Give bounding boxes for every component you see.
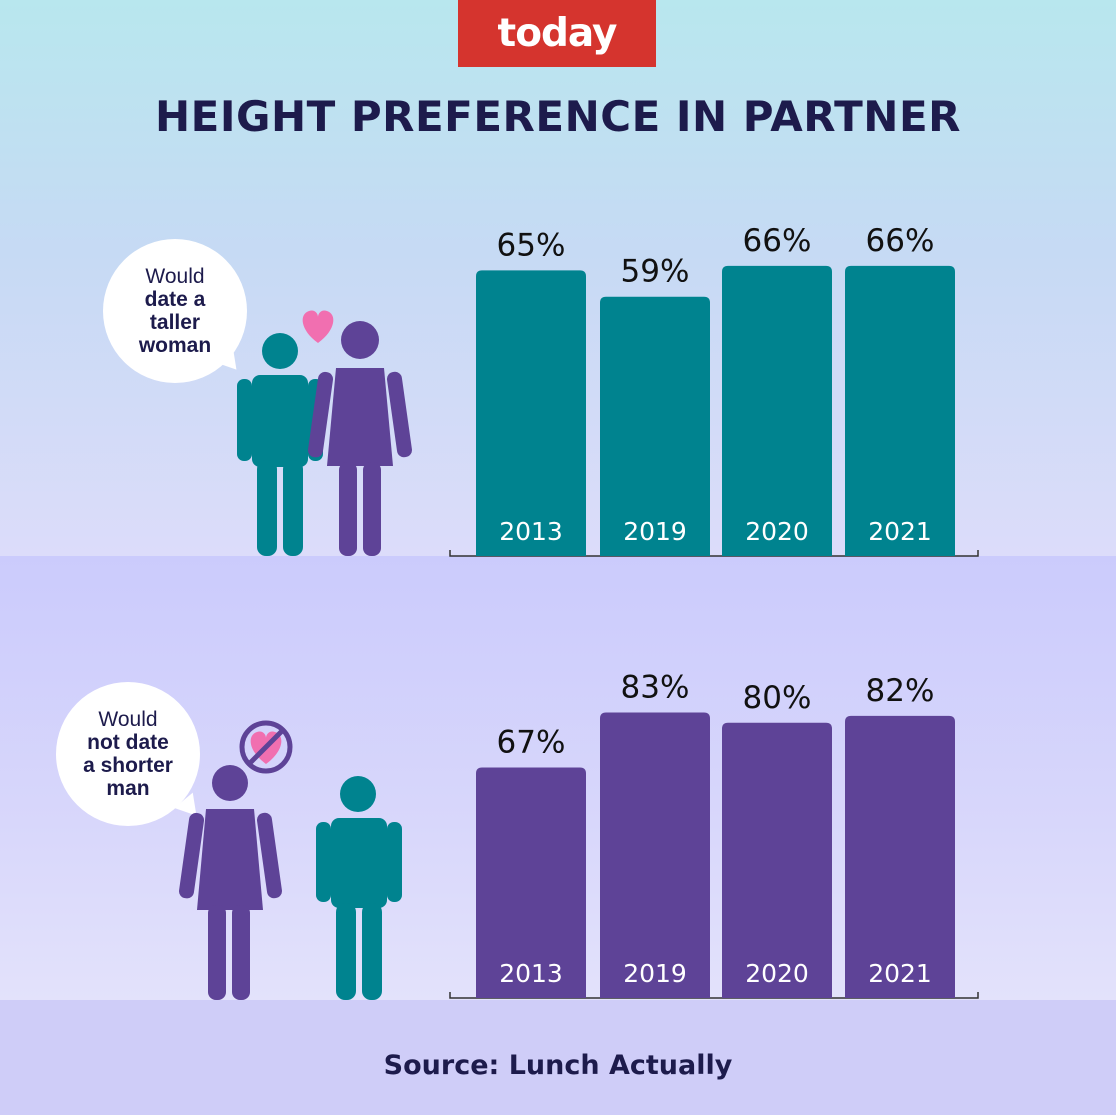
category-label: 2019 xyxy=(623,517,687,546)
category-label: 2021 xyxy=(868,517,932,546)
chart-top: 65% 2013 59% 2019 66% 2020 66% 2021 xyxy=(449,223,979,557)
bubble-line: man xyxy=(106,777,150,800)
category-label: 2021 xyxy=(868,959,932,988)
value-label: 65% xyxy=(497,227,566,263)
bar-2013 xyxy=(476,767,586,998)
value-label: 83% xyxy=(621,669,690,705)
value-label: 66% xyxy=(743,223,812,259)
source-note: Source: Lunch Actually xyxy=(383,1050,733,1081)
bubble-line: taller xyxy=(149,311,201,334)
x-axis-line xyxy=(449,992,979,999)
category-label: 2020 xyxy=(745,517,809,546)
value-label: 80% xyxy=(743,680,812,716)
bubble-line: a shorter xyxy=(83,754,173,777)
woman-figure-icon xyxy=(308,321,412,556)
bubble-line: woman xyxy=(138,334,212,357)
category-label: 2013 xyxy=(499,959,563,988)
bar-2013 xyxy=(476,270,586,556)
bar-2020 xyxy=(722,722,832,998)
bar-2021 xyxy=(845,715,955,998)
value-label: 67% xyxy=(497,725,566,761)
speech-bubble-taller-woman: Would date a taller woman xyxy=(103,239,247,383)
page-title: HEIGHT PREFERENCE IN PARTNER xyxy=(155,92,961,141)
man-figure-icon xyxy=(237,333,323,556)
category-label: 2019 xyxy=(623,959,687,988)
bar-2020 xyxy=(722,265,832,556)
value-label: 59% xyxy=(621,254,690,290)
chart-bottom: 67% 2013 83% 2019 80% 2020 82% 2021 xyxy=(449,669,979,999)
footer-background xyxy=(0,1000,1116,1115)
bar-2021 xyxy=(845,265,955,556)
bar-2019 xyxy=(600,712,710,998)
today-logo: today xyxy=(458,0,656,67)
category-label: 2020 xyxy=(745,959,809,988)
value-label: 82% xyxy=(866,673,935,709)
speech-bubble-shorter-man: Would not date a shorter man xyxy=(56,682,200,826)
man-figure-icon xyxy=(316,776,402,1000)
bubble-line: not date xyxy=(87,731,169,754)
category-label: 2013 xyxy=(499,517,563,546)
x-axis-line xyxy=(449,550,979,557)
woman-figure-icon xyxy=(179,765,282,1000)
bubble-line: Would xyxy=(98,708,158,731)
value-label: 66% xyxy=(866,223,935,259)
heart-icon xyxy=(302,310,334,343)
bubble-line: date a xyxy=(144,288,206,311)
no-heart-icon xyxy=(239,720,293,774)
bubble-line: Would xyxy=(145,265,205,288)
bar-2019 xyxy=(600,296,710,556)
